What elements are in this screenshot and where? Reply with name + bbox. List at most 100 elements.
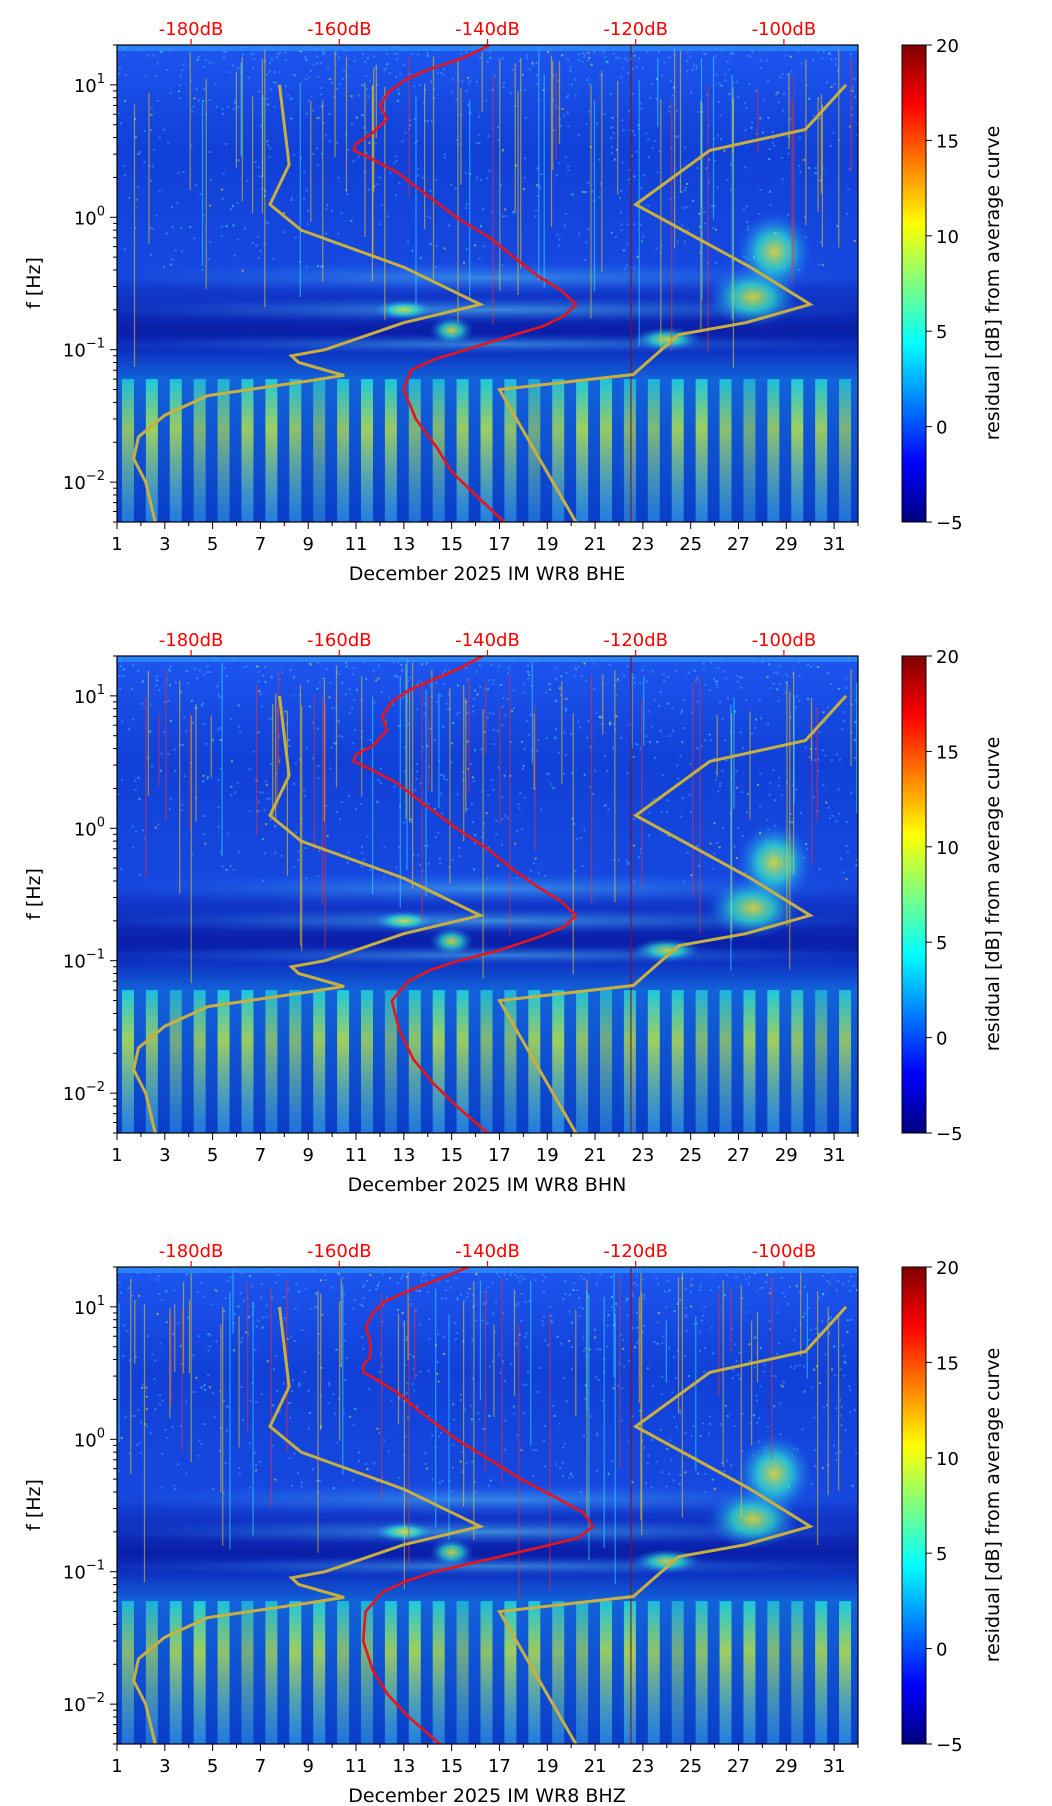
- noise-speckle: [259, 250, 262, 252]
- noise-speckle: [471, 821, 474, 824]
- noise-speckle: [536, 74, 539, 77]
- noise-speckle: [562, 1445, 565, 1448]
- noise-speckle: [200, 1386, 203, 1389]
- noise-speckle: [781, 1385, 784, 1388]
- noise-speckle: [157, 1274, 160, 1277]
- noise-speckle: [330, 1286, 333, 1289]
- noise-speckle: [361, 851, 364, 854]
- noise-speckle: [473, 1481, 476, 1483]
- noise-speckle: [736, 80, 739, 83]
- noise-speckle: [524, 1335, 527, 1338]
- noise-speckle: [576, 1289, 579, 1291]
- noise-speckle: [647, 1454, 650, 1457]
- noise-speckle: [683, 189, 686, 192]
- noise-speckle: [588, 1348, 591, 1351]
- noise-speckle: [844, 1429, 847, 1432]
- noise-speckle: [621, 67, 624, 70]
- low-frequency-stripe: [647, 990, 660, 1133]
- noise-speckle: [351, 1307, 354, 1310]
- noise-speckle: [282, 1296, 285, 1299]
- noise-speckle: [526, 57, 529, 60]
- noise-speckle: [501, 796, 504, 799]
- colorbar-tick-label: −5: [936, 1124, 963, 1145]
- noise-speckle: [633, 134, 636, 137]
- noise-speckle: [254, 1451, 256, 1454]
- noise-speckle: [470, 763, 473, 766]
- noise-speckle: [776, 1311, 779, 1314]
- noise-speckle: [321, 677, 324, 680]
- noise-speckle: [704, 739, 707, 742]
- noise-speckle: [179, 1344, 182, 1347]
- noise-speckle: [376, 800, 379, 803]
- noise-speckle: [307, 210, 310, 212]
- noise-speckle: [755, 718, 757, 721]
- noise-speckle: [585, 679, 588, 682]
- noise-speckle: [288, 1402, 291, 1405]
- noise-speckle: [401, 140, 404, 143]
- noise-speckle: [265, 1304, 268, 1307]
- noise-speckle: [571, 1475, 574, 1478]
- noise-speckle: [652, 1385, 655, 1388]
- noise-speckle: [165, 1290, 168, 1293]
- noise-speckle: [714, 262, 717, 264]
- noise-speckle: [669, 1439, 672, 1442]
- noise-speckle: [303, 55, 306, 58]
- noise-speckle: [478, 142, 481, 144]
- noise-speckle: [826, 1280, 829, 1282]
- noise-speckle: [297, 1290, 300, 1293]
- noise-speckle: [339, 1364, 342, 1367]
- noise-speckle: [584, 191, 587, 193]
- noise-speckle: [793, 1447, 795, 1450]
- noise-speckle: [540, 808, 543, 811]
- noise-speckle: [704, 683, 707, 686]
- y-tick-label: 10−1: [63, 1559, 105, 1584]
- noise-speckle: [778, 854, 781, 857]
- low-frequency-stripe: [265, 379, 278, 522]
- noise-speckle: [786, 675, 789, 678]
- noise-speckle: [755, 1394, 758, 1397]
- noise-speckle: [569, 1472, 572, 1475]
- noise-speckle: [428, 727, 431, 730]
- noise-speckle: [655, 1277, 658, 1280]
- noise-speckle: [465, 248, 468, 251]
- noise-speckle: [639, 102, 642, 105]
- noise-speckle: [440, 1432, 443, 1435]
- noise-speckle: [687, 229, 689, 232]
- noise-speckle: [714, 228, 717, 231]
- noise-speckle: [525, 1384, 528, 1386]
- noise-speckle: [652, 797, 655, 800]
- noise-speckle: [759, 772, 762, 775]
- noise-speckle: [643, 1325, 646, 1327]
- noise-speckle: [269, 70, 271, 73]
- noise-speckle: [607, 1472, 610, 1475]
- noise-speckle: [834, 1374, 837, 1377]
- microseism-band: [117, 1518, 858, 1545]
- noise-speckle: [733, 845, 736, 848]
- noise-speckle: [720, 84, 723, 87]
- noise-speckle: [317, 765, 320, 768]
- noise-speckle: [309, 663, 312, 666]
- noise-speckle: [501, 705, 504, 708]
- noise-speckle: [757, 784, 759, 787]
- noise-speckle: [154, 826, 157, 829]
- colorbar-tick-label: 0: [936, 1029, 947, 1050]
- noise-speckle: [131, 825, 134, 828]
- noise-speckle: [522, 1383, 525, 1386]
- noise-speckle: [134, 789, 137, 792]
- noise-speckle: [626, 772, 629, 775]
- noise-speckle: [656, 741, 659, 743]
- noise-speckle: [545, 737, 548, 740]
- noise-speckle: [690, 91, 693, 94]
- noise-speckle: [765, 1281, 768, 1284]
- noise-speckle: [366, 1280, 368, 1282]
- noise-speckle: [436, 1372, 439, 1375]
- noise-speckle: [703, 211, 706, 214]
- noise-speckle: [570, 1321, 573, 1324]
- noise-speckle: [636, 1284, 639, 1287]
- noise-speckle: [554, 699, 557, 702]
- noise-speckle: [812, 59, 814, 62]
- noise-speckle: [649, 741, 652, 744]
- noise-speckle: [258, 1460, 261, 1463]
- noise-speckle: [348, 1415, 351, 1418]
- noise-speckle: [842, 711, 845, 714]
